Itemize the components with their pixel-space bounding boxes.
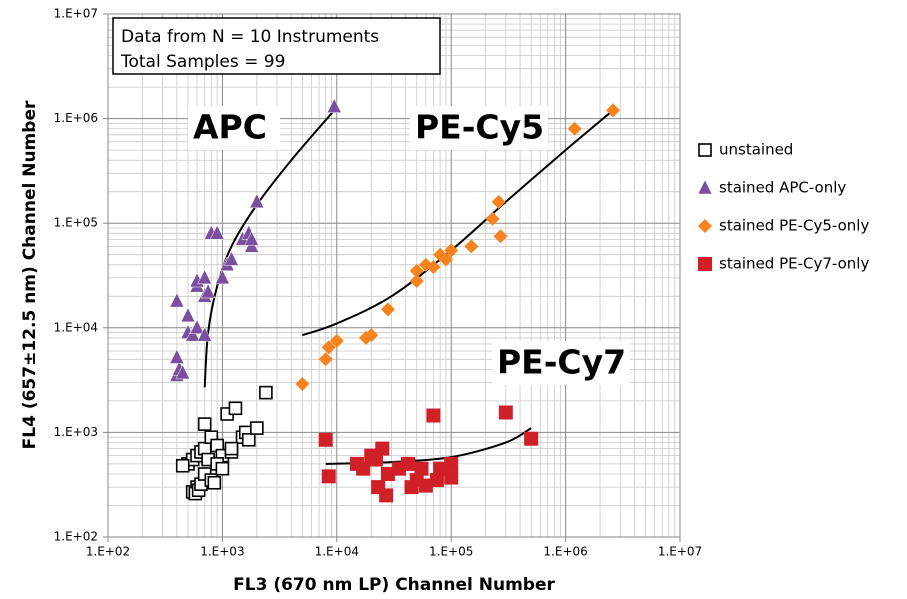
series-label: PE-Cy7 <box>497 343 626 382</box>
x-tick-label: 1.E+03 <box>200 545 244 559</box>
legend-marker <box>698 257 712 271</box>
point <box>224 441 239 456</box>
point <box>244 230 260 246</box>
annotation: Total Samples = 99 <box>120 52 285 72</box>
point <box>318 432 333 447</box>
point <box>180 307 196 323</box>
point <box>426 408 441 423</box>
series-label: APC <box>193 108 267 147</box>
point <box>321 340 336 355</box>
point <box>241 432 256 447</box>
annotation: Data from N = 10 Instruments <box>121 27 379 47</box>
point <box>444 243 459 258</box>
x-tick-label: 1.E+04 <box>315 545 359 559</box>
point <box>498 405 513 420</box>
legend-marker <box>698 143 712 157</box>
point <box>356 461 371 476</box>
point <box>185 326 201 342</box>
point <box>433 461 448 476</box>
point <box>438 252 453 267</box>
series-label: PE-Cy5 <box>415 108 544 147</box>
y-tick-label: 1.E+06 <box>54 111 98 125</box>
point <box>485 211 500 226</box>
label-bg <box>188 106 280 150</box>
point <box>380 467 395 482</box>
y-tick-label: 1.E+02 <box>54 530 98 544</box>
legend-marker <box>698 219 712 233</box>
x-axis-title: FL3 (670 nm LP) Channel Number <box>233 575 555 595</box>
point <box>380 302 395 317</box>
point <box>207 475 222 490</box>
point <box>409 274 424 289</box>
label-bg <box>492 341 630 385</box>
point <box>200 283 216 299</box>
point <box>295 377 310 392</box>
point <box>409 263 424 278</box>
legend-label: stained PE-Cy5-only <box>719 217 869 235</box>
point <box>321 469 336 484</box>
point <box>329 333 344 348</box>
x-tick-label: 1.E+07 <box>658 545 702 559</box>
y-axis-title: FL4 (657±12.5 nm) Channel Number <box>20 100 40 449</box>
point <box>215 461 230 476</box>
point <box>418 478 433 493</box>
point <box>493 229 508 244</box>
legend-label: stained APC-only <box>719 179 846 197</box>
point <box>214 269 230 285</box>
legend-label: unstained <box>719 141 793 159</box>
y-tick-label: 1.E+04 <box>54 320 98 334</box>
label-bg <box>410 106 548 150</box>
point <box>524 431 539 446</box>
point <box>318 352 333 367</box>
point <box>567 121 582 136</box>
legend-marker <box>697 179 713 195</box>
trendline <box>203 109 336 388</box>
point <box>189 319 205 335</box>
point <box>426 260 441 275</box>
point <box>375 441 390 456</box>
point <box>368 452 383 467</box>
point <box>444 456 459 471</box>
point <box>228 401 243 416</box>
point <box>209 224 225 240</box>
point <box>169 348 185 364</box>
point <box>464 239 479 254</box>
annotation-box <box>112 17 441 75</box>
point <box>606 103 621 118</box>
point <box>259 385 273 400</box>
point <box>414 461 429 476</box>
point <box>249 193 265 209</box>
point <box>197 417 212 431</box>
point <box>169 292 185 308</box>
x-tick-label: 1.E+06 <box>543 545 587 559</box>
point <box>175 458 190 473</box>
point <box>197 269 213 285</box>
y-tick-label: 1.E+07 <box>54 7 98 21</box>
point <box>401 456 416 471</box>
point <box>364 328 379 343</box>
point <box>326 98 342 113</box>
point <box>224 250 239 266</box>
point <box>379 488 394 503</box>
point <box>491 194 506 209</box>
x-tick-label: 1.E+02 <box>86 545 130 559</box>
point <box>444 470 459 485</box>
point <box>250 421 264 435</box>
point <box>197 326 213 342</box>
point <box>429 473 444 488</box>
y-tick-label: 1.E+03 <box>54 425 98 439</box>
x-tick-label: 1.E+05 <box>429 545 473 559</box>
legend: unstained stained APC-only stained PE-Cy5-… <box>697 141 869 273</box>
legend-label: stained PE-Cy7-only <box>719 255 869 273</box>
y-tick-label: 1.E+05 <box>54 216 98 230</box>
points <box>169 98 621 503</box>
point <box>175 364 191 380</box>
